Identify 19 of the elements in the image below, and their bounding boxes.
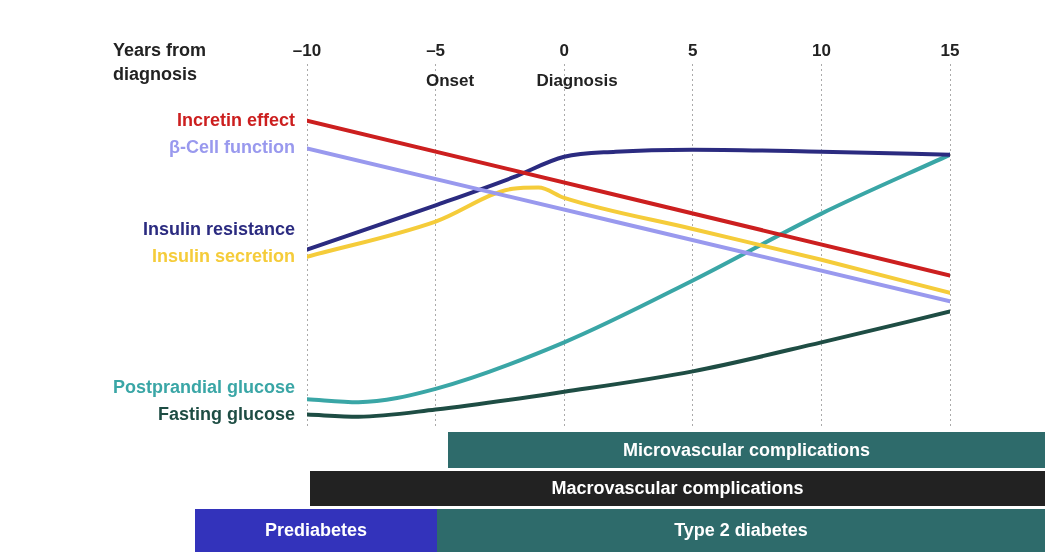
text: Macrovascular complications — [310, 471, 1045, 506]
x-tick-label: –10 — [292, 40, 322, 60]
text: Onset — [425, 70, 475, 90]
x-tick-label: 15 — [940, 40, 960, 60]
series-label: β-Cell function — [169, 137, 295, 158]
text: Type 2 diabetes — [437, 509, 1045, 552]
series-label: Postprandial glucose — [112, 376, 295, 397]
x-axis-title: Years from diagnosis — [113, 39, 207, 84]
text: Microvascular complications — [448, 432, 1045, 468]
text: Prediabetes — [195, 509, 437, 552]
x-tick-label: 10 — [811, 40, 831, 60]
series-label: Insulin secretion — [151, 245, 295, 266]
series-label: Fasting glucose — [157, 403, 295, 424]
text: Diagnosis — [536, 70, 618, 90]
series-label: Insulin resistance — [142, 218, 295, 239]
x-tick-label: 5 — [688, 40, 698, 60]
x-tick-label: –5 — [426, 40, 446, 60]
series-label: Incretin effect — [176, 109, 295, 130]
x-tick-label: 0 — [559, 40, 569, 60]
